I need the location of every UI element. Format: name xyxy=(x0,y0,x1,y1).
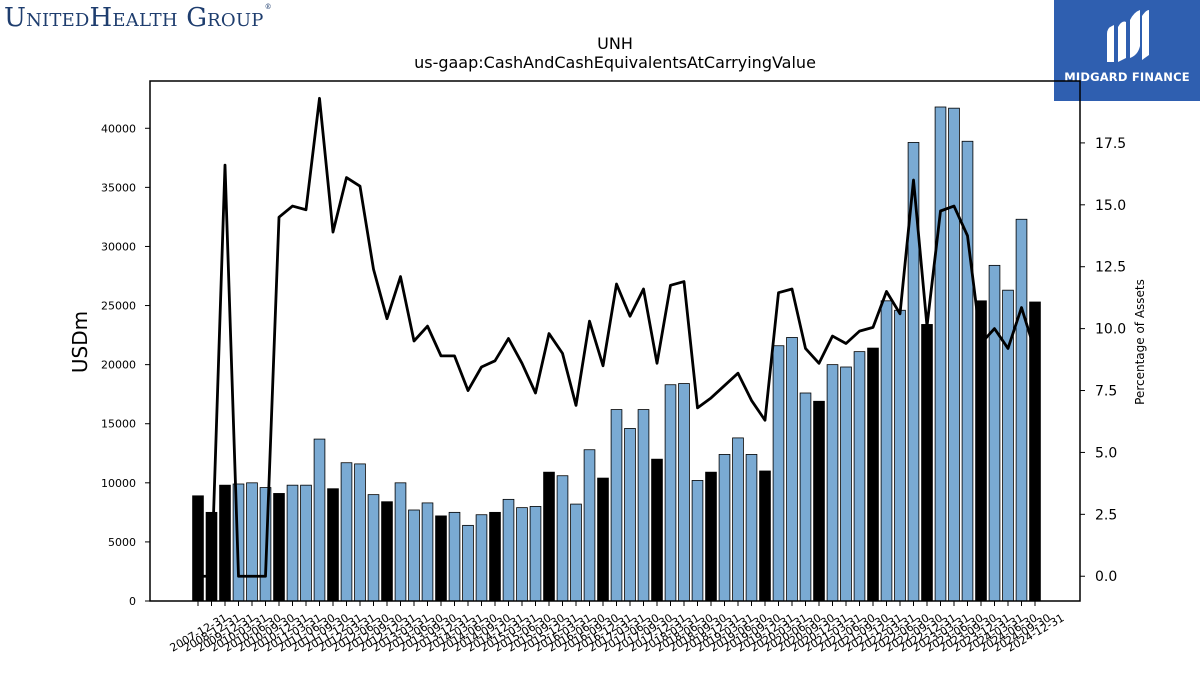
bar-2019-09-30 xyxy=(745,454,758,602)
bar-2022-12-31 xyxy=(921,324,933,602)
y-tick-label: 20000 xyxy=(101,359,136,372)
bar-2013-06-30 xyxy=(408,509,420,602)
bar-2016-09-30 xyxy=(583,449,596,602)
bars-layer xyxy=(192,106,1041,602)
bar-2019-03-31 xyxy=(718,454,731,602)
bar-2021-06-30 xyxy=(840,366,852,602)
bar-2014-06-30 xyxy=(462,524,474,602)
bar-2018-12-31 xyxy=(705,471,717,602)
chart-subtitle: us-gaap:CashAndCashEquivalentsAtCarrying… xyxy=(414,53,816,72)
line-layer xyxy=(198,96,1037,578)
bar-2010-06-30 xyxy=(246,482,258,602)
bar-2019-12-31 xyxy=(759,470,771,602)
bar-2018-06-30 xyxy=(678,383,690,602)
bar-2021-09-30 xyxy=(853,351,866,602)
bar-2021-03-31 xyxy=(826,364,839,602)
bar-2023-03-31 xyxy=(934,106,947,602)
bar-2015-12-31 xyxy=(543,471,555,602)
bar-2014-09-30 xyxy=(475,514,488,602)
bar-2013-03-31 xyxy=(394,482,407,602)
y2-tick-label: 15.0 xyxy=(1095,198,1126,214)
bar-2017-03-31 xyxy=(610,409,623,602)
bar-2007-12-31 xyxy=(192,495,204,602)
bar-2017-06-30 xyxy=(624,428,636,602)
bar-2024-03-31 xyxy=(988,264,1001,602)
bar-2022-03-31 xyxy=(880,300,893,602)
midgard-m-icon xyxy=(1107,10,1149,62)
y2-tick-label: 12.5 xyxy=(1095,260,1126,276)
unitedhealth-group-logo: UnitedHealth Group® xyxy=(4,3,272,33)
bar-2016-06-30 xyxy=(570,503,582,602)
bar-2010-12-31 xyxy=(273,493,285,602)
bar-2017-12-31 xyxy=(651,458,663,602)
percentage-of-assets-line xyxy=(198,96,1037,578)
bar-2016-03-31 xyxy=(556,475,569,602)
bar-2015-06-30 xyxy=(516,507,528,602)
bar-2020-06-30 xyxy=(786,337,798,602)
plot-frame xyxy=(149,80,1081,602)
y2-tick-label: 0.0 xyxy=(1095,569,1117,585)
bar-2020-03-31 xyxy=(772,345,785,602)
y-tick-label: 15000 xyxy=(101,418,136,431)
bar-2024-09-30 xyxy=(1015,218,1028,602)
midgard-finance-logo: MIDGARD FINANCE xyxy=(1054,0,1200,101)
y2-tick-label: 5.0 xyxy=(1095,445,1117,461)
bar-2012-09-30 xyxy=(367,494,380,602)
y-tick-label: 30000 xyxy=(101,240,136,253)
y2-tick-label: 7.5 xyxy=(1095,384,1117,400)
y-tick-label: 25000 xyxy=(101,300,136,313)
bar-2011-03-31 xyxy=(286,484,299,602)
registered-mark: ® xyxy=(264,3,272,11)
bar-2012-12-31 xyxy=(381,501,393,602)
y2-tick-label: 2.5 xyxy=(1095,507,1117,523)
bar-2019-06-30 xyxy=(732,437,744,602)
y2-axis-label: Percentage of Assets xyxy=(1133,279,1147,405)
logo-text: UnitedHealth Group xyxy=(4,3,264,33)
midgard-finance-text: MIDGARD FINANCE xyxy=(1064,70,1190,84)
y-tick-label: 40000 xyxy=(101,122,136,135)
bar-2020-09-30 xyxy=(799,392,812,602)
bar-2018-09-30 xyxy=(691,480,704,602)
y-axis-label: USDm xyxy=(68,311,92,373)
bar-2020-12-31 xyxy=(813,400,825,602)
y-tick-label: 5000 xyxy=(108,536,136,549)
bar-2018-03-31 xyxy=(664,384,677,602)
bar-2015-09-30 xyxy=(529,506,542,602)
bar-2021-12-31 xyxy=(867,347,879,602)
bar-2015-03-31 xyxy=(502,498,515,602)
chart-title: UNH xyxy=(597,34,633,53)
bar-2012-06-30 xyxy=(354,463,366,602)
y2-tick-label: 17.5 xyxy=(1095,136,1126,152)
bar-2011-06-30 xyxy=(300,484,312,602)
bar-2009-12-31 xyxy=(219,484,231,602)
bar-2014-03-31 xyxy=(448,511,461,602)
bar-2023-06-30 xyxy=(948,107,960,602)
bar-2017-09-30 xyxy=(637,409,650,602)
y2-tick-label: 10.0 xyxy=(1095,322,1126,338)
bar-2022-06-30 xyxy=(894,309,906,602)
bar-2011-12-31 xyxy=(327,488,339,602)
bar-2013-12-31 xyxy=(435,515,447,602)
bar-2011-09-30 xyxy=(313,438,326,602)
bar-2016-12-31 xyxy=(597,477,609,602)
y-tick-label: 10000 xyxy=(101,477,136,490)
bar-2014-12-31 xyxy=(489,511,501,602)
bar-2023-09-30 xyxy=(961,140,974,602)
y-tick-label: 35000 xyxy=(101,181,136,194)
bar-2012-03-31 xyxy=(340,462,353,602)
bar-2023-12-31 xyxy=(975,300,987,602)
y-tick-label: 0 xyxy=(129,595,136,608)
bar-2013-09-30 xyxy=(421,502,434,602)
